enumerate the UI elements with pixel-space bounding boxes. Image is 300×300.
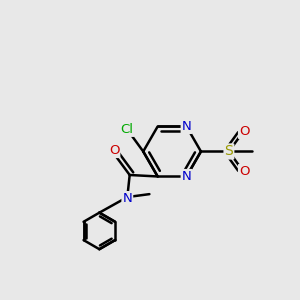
Text: N: N [122,192,132,205]
Text: N: N [182,170,191,183]
Text: S: S [224,145,233,158]
Text: O: O [109,144,119,157]
Text: O: O [239,165,250,178]
Text: O: O [239,125,250,138]
Text: N: N [182,120,191,133]
Text: Cl: Cl [121,123,134,136]
